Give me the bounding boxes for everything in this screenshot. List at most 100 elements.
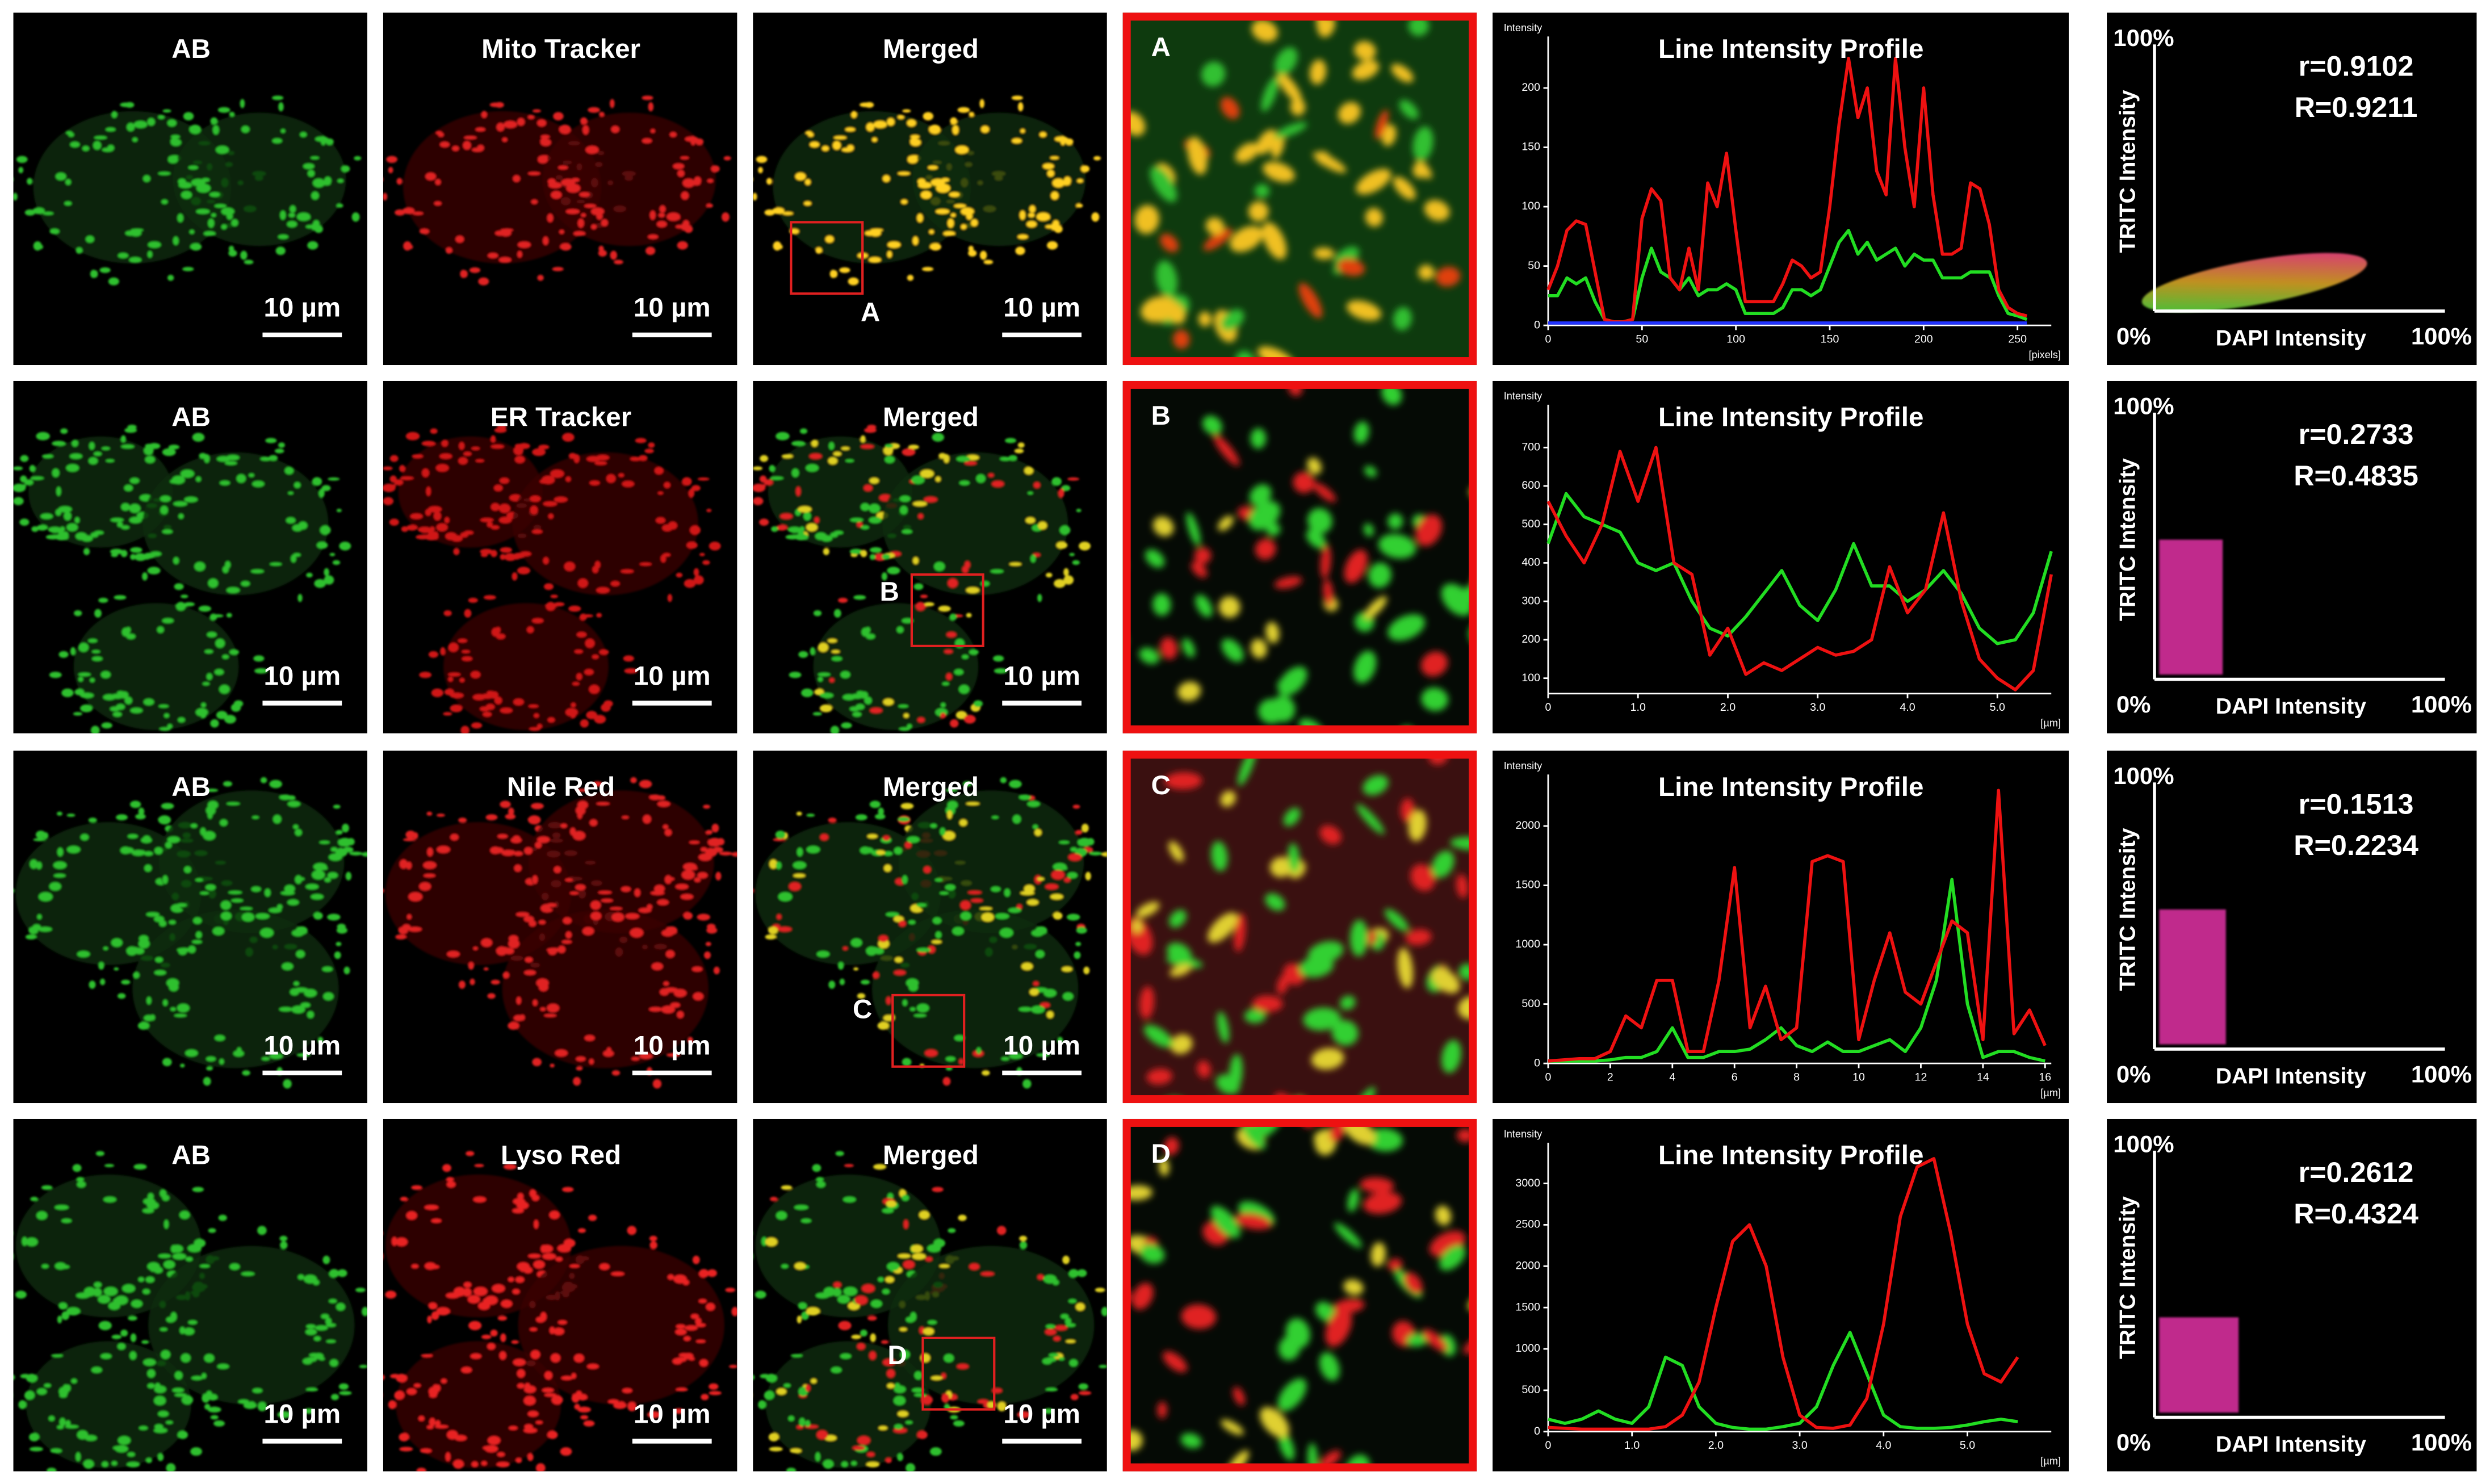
zoom-organelle [1278,1431,1295,1461]
organelle [601,898,613,903]
organelle [317,1037,324,1044]
zoom-organelle [1408,15,1429,36]
organelle [524,1424,533,1429]
organelle [695,1318,702,1325]
organelle [198,605,212,612]
cell-body [512,452,698,596]
organelle [290,205,296,213]
organelle [105,127,116,132]
organelle [491,505,502,510]
organelle [418,526,432,533]
organelle [765,1237,778,1247]
zoom-organelle [1293,472,1315,493]
organelle [929,229,934,234]
organelle [343,966,350,975]
organelle [388,1400,397,1410]
x-tick-label: 16 [2039,1071,2051,1083]
organelle [22,1236,28,1246]
organelle [621,886,631,892]
organelle [576,1056,586,1062]
organelle [70,647,76,656]
organelle [66,845,81,854]
zoom-organelle [1195,594,1213,618]
organelle [307,241,318,250]
organelle [316,542,328,549]
organelle [534,713,539,718]
x-tick-label: 0 [1545,1071,1552,1083]
organelle [938,605,951,612]
organelle [657,800,670,807]
organelle [848,277,859,286]
organelle [790,1448,802,1453]
organelle [154,846,163,855]
organelle [831,1366,842,1373]
organelle [241,125,250,133]
organelle [497,1452,505,1457]
organelle [241,912,255,922]
organelle [122,1284,136,1293]
organelle [424,1205,439,1210]
organelle [474,1164,484,1167]
organelle [962,565,969,573]
organelle [306,572,313,578]
y-axis-label: TRITC Intensity [2116,1196,2140,1359]
organelle [485,703,495,710]
organelle [940,891,949,895]
organelle [126,123,135,132]
organelle [167,274,174,281]
organelle [484,1296,498,1305]
organelle [908,445,919,450]
organelle [1024,467,1034,475]
organelle [1067,872,1078,879]
organelle [259,928,274,938]
organelle [1093,156,1101,161]
organelle [785,534,799,540]
organelle [174,1393,187,1397]
y-tick-label: 150 [1521,141,1540,153]
organelle [980,125,990,133]
organelle [93,141,102,150]
organelle [83,1287,96,1297]
organelle [328,477,340,481]
organelle [910,135,920,139]
organelle [464,609,472,618]
organelle [657,899,669,906]
zoom-border [1122,380,1477,733]
organelle [83,1459,94,1469]
organelle [219,480,230,485]
organelle [174,1371,183,1380]
organelle [1058,488,1064,498]
organelle [108,277,119,286]
organelle [691,966,703,972]
organelle [535,1317,546,1323]
y-tick-label: 500 [1521,518,1540,530]
panel-label: Merged [883,772,979,802]
organelle [978,1399,989,1404]
organelle [590,224,597,230]
organelle [886,912,899,917]
organelle [825,236,834,243]
organelle [957,1364,969,1369]
organelle [618,473,624,477]
zoom-organelle [1255,538,1276,560]
organelle [1011,95,1024,100]
organelle [499,1351,506,1360]
organelle [760,1374,770,1379]
x-axis-label: DAPI Intensity [2216,694,2366,719]
organelle [527,171,540,175]
organelle [41,1185,53,1190]
zoom-organelle [1221,309,1244,331]
organelle [142,175,151,182]
organelle [610,907,623,911]
organelle [909,1007,916,1012]
organelle [531,803,544,810]
zoom-organelle [1353,651,1377,684]
zoom-organelle [1350,920,1368,957]
organelle [1045,1387,1058,1391]
organelle [219,685,230,694]
organelle [525,1382,531,1390]
organelle [950,719,959,728]
organelle [673,163,685,170]
profile-line [1546,446,2053,691]
organelle [667,1274,674,1280]
